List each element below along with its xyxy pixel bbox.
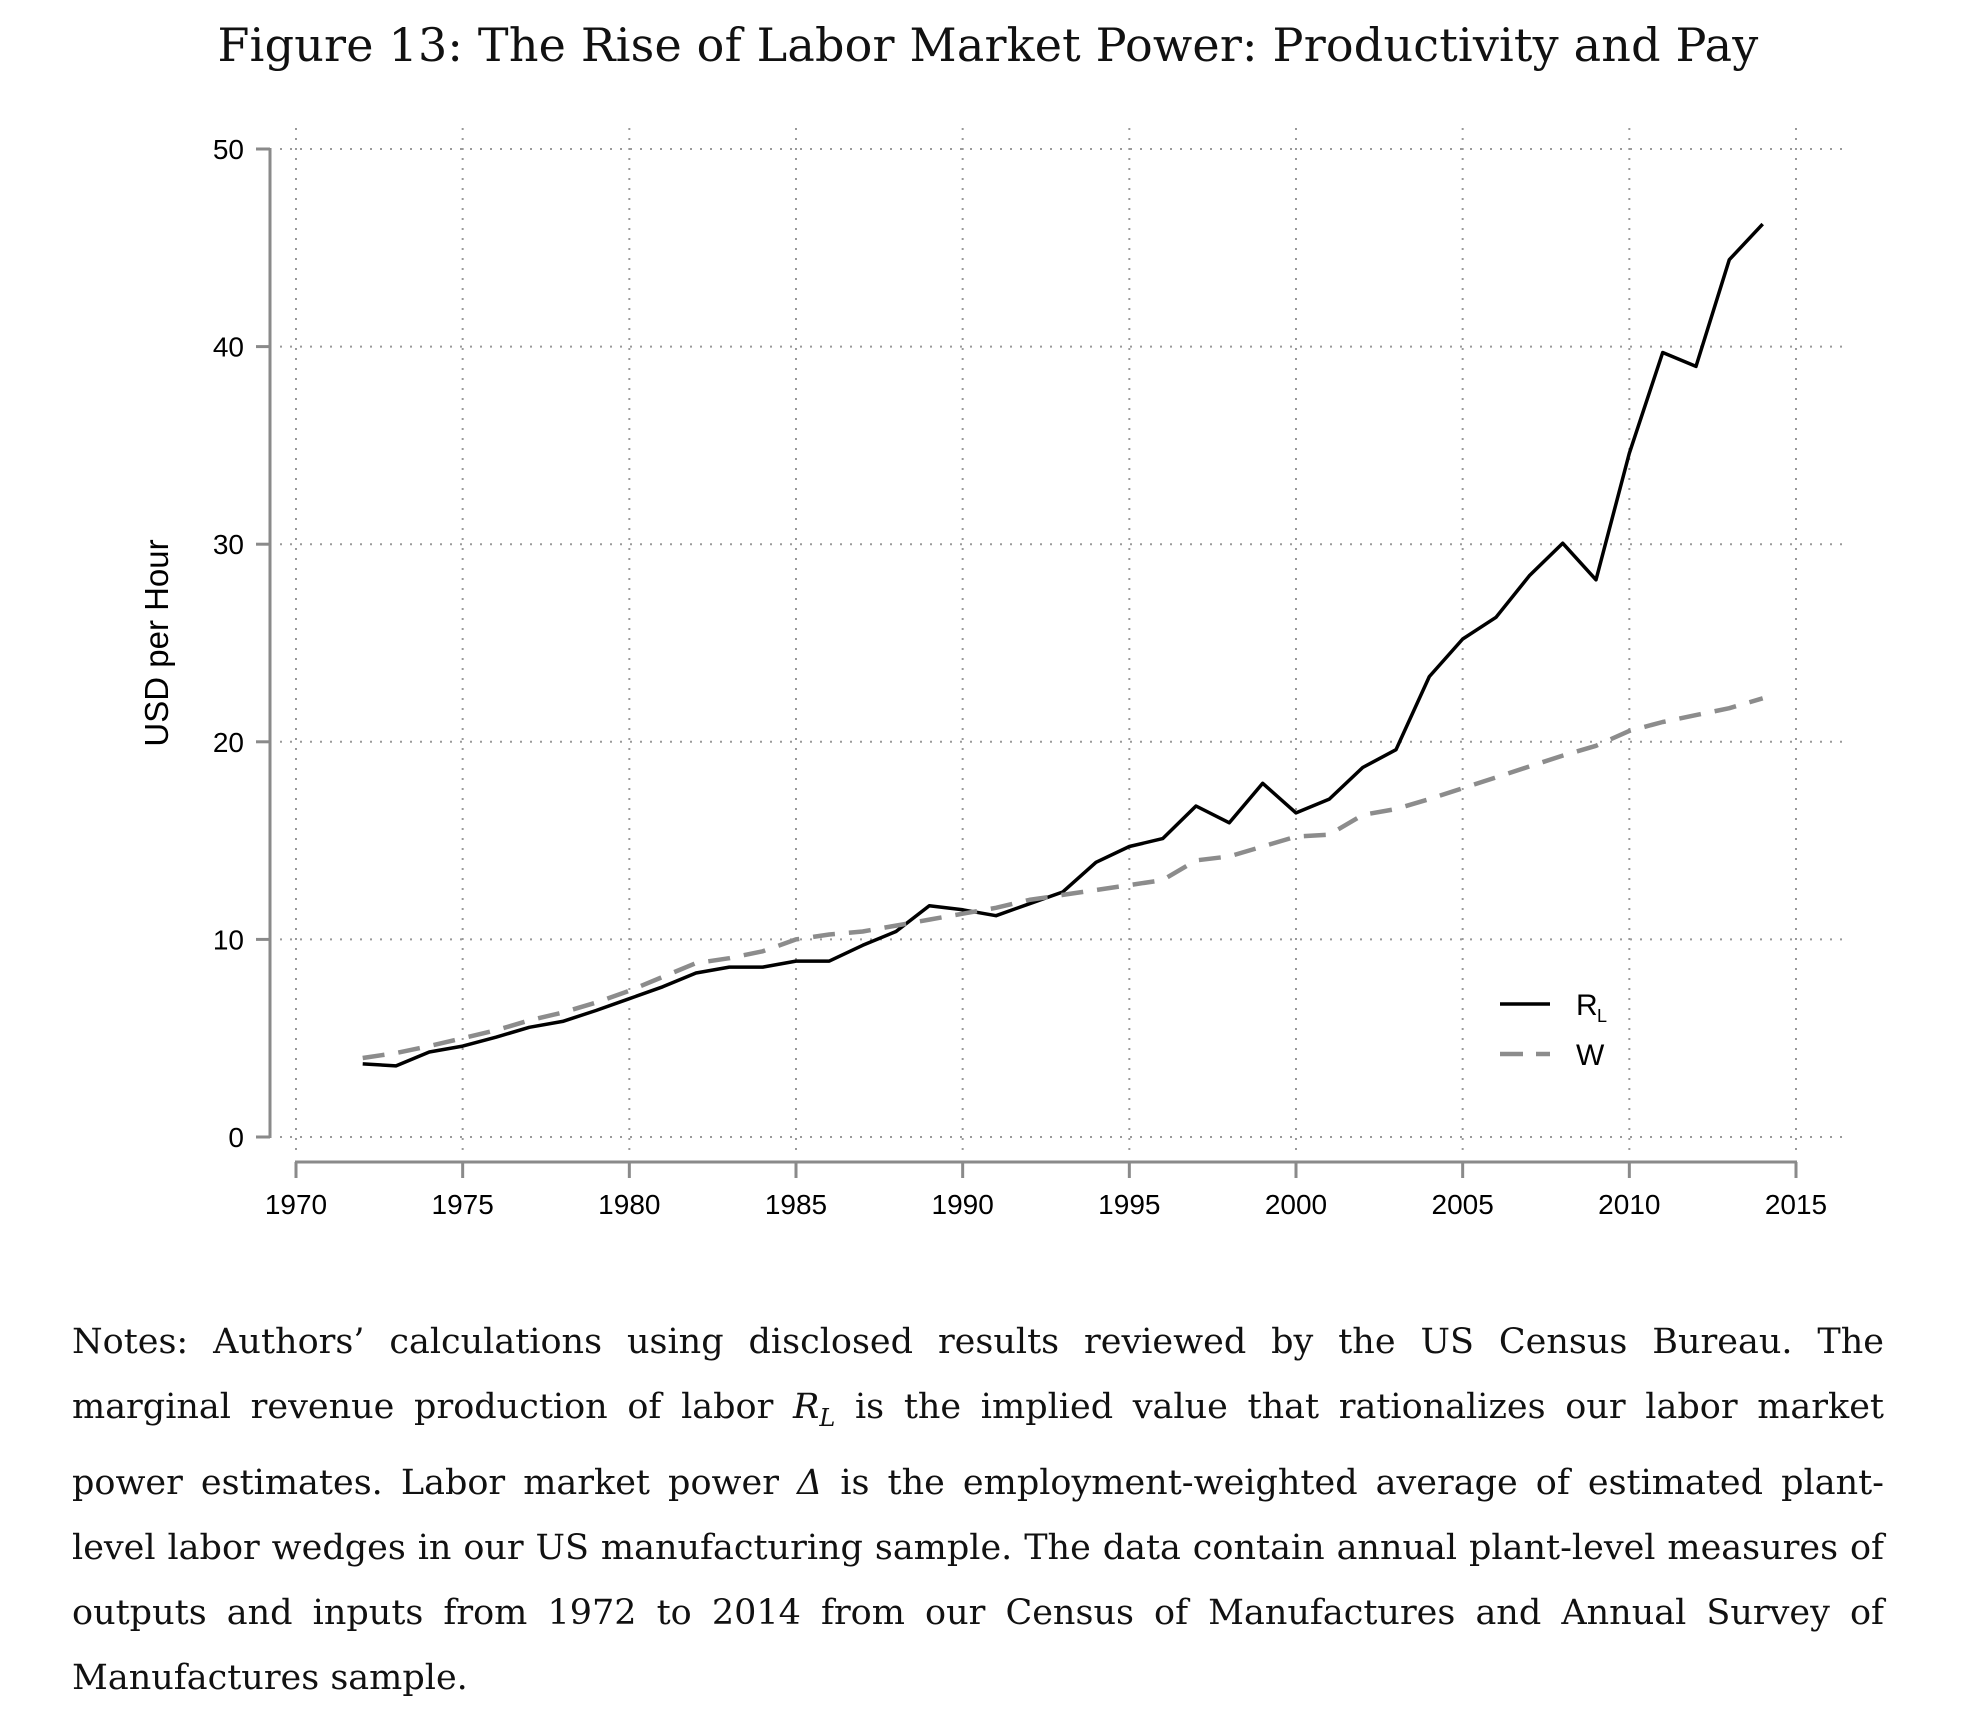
y-tick-label: 10 <box>213 924 244 955</box>
x-tick-label: 2015 <box>1765 1189 1827 1220</box>
legend-label-r-l: R <box>1576 989 1598 1022</box>
delta-symbol: Δ <box>797 1463 822 1503</box>
line-chart: 0 10 20 30 40 50 1970 1975 1980 1985 1990 1995 2000 2… <box>0 0 1976 1260</box>
y-tick-label: 40 <box>213 332 244 363</box>
y-tick-label: 30 <box>213 529 244 560</box>
rl-symbol: RL <box>793 1387 835 1427</box>
series-lines <box>363 224 1763 1066</box>
x-tick-label: 1985 <box>765 1189 827 1220</box>
legend-label-subscript: L <box>1597 1006 1607 1026</box>
series-line-r-l <box>363 224 1763 1066</box>
x-tick-label: 2010 <box>1598 1189 1660 1220</box>
y-axis-title: USD per Hour <box>138 539 175 746</box>
axes <box>256 148 1797 1178</box>
y-tick-label: 0 <box>228 1122 244 1153</box>
y-tick-label: 50 <box>213 134 244 165</box>
figure-notes: Notes: Authors’ calculations using discl… <box>72 1310 1884 1711</box>
x-tick-label: 1975 <box>432 1189 494 1220</box>
x-tick-label: 2005 <box>1432 1189 1494 1220</box>
y-tick-label: 20 <box>213 727 244 758</box>
gridlines <box>280 128 1842 1152</box>
x-tick-label: 2000 <box>1265 1189 1327 1220</box>
legend-label-w: W <box>1576 1039 1605 1072</box>
series-line-w <box>363 698 1763 1058</box>
x-tick-label: 1970 <box>265 1189 327 1220</box>
x-tick-label: 1980 <box>598 1189 660 1220</box>
x-tick-label: 1995 <box>1098 1189 1160 1220</box>
x-tick-label: 1990 <box>932 1189 994 1220</box>
